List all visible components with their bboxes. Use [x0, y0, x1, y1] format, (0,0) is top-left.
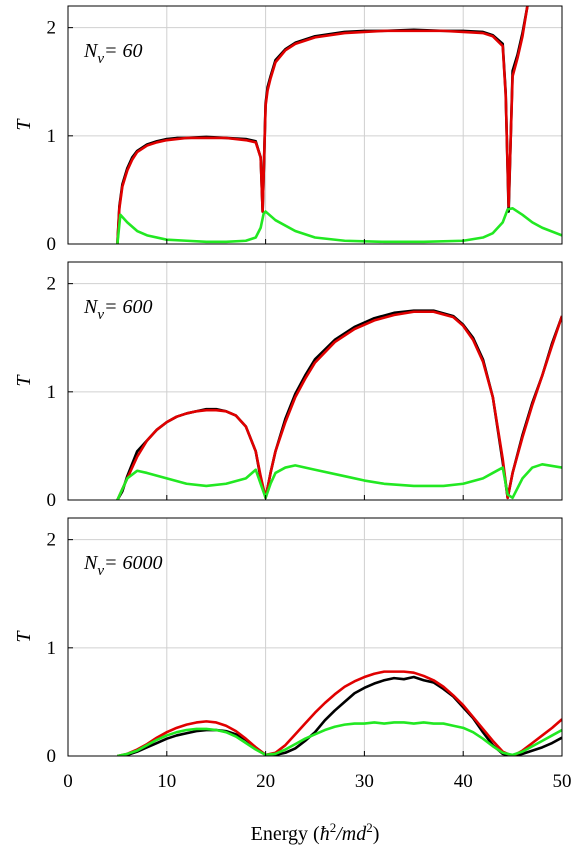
y-axis-label: T [13, 118, 35, 131]
plot-frame [67, 261, 563, 501]
x-tick-label: 20 [256, 771, 275, 792]
y-tick-label: 1 [47, 126, 57, 147]
y-tick-label: 2 [47, 18, 57, 39]
panel-label: Nv= 6000 [83, 552, 163, 579]
series-line-green [117, 721, 562, 756]
series-line-green [116, 463, 562, 500]
x-tick-label: 0 [63, 771, 73, 792]
x-tick-label: 10 [157, 771, 176, 792]
y-tick-label: 2 [47, 530, 57, 551]
y-tick-label: 1 [47, 638, 57, 659]
y-axis-label: T [13, 630, 35, 643]
x-tick-label: 40 [454, 771, 473, 792]
y-tick-label: 0 [47, 746, 57, 767]
x-axis-label: Energy (ħ2/md2) [251, 820, 380, 845]
y-tick-label: 1 [47, 382, 57, 403]
series-line-black [117, 675, 562, 756]
x-tick-label: 30 [355, 771, 374, 792]
x-tick-label: 50 [553, 771, 572, 792]
panel-label: Nv= 60 [83, 40, 143, 67]
y-axis-label: T [13, 374, 35, 387]
series-line-red [116, 310, 562, 500]
panel-2: 0 1 2 T Nv= 600 [13, 261, 563, 511]
y-tick-label: 2 [47, 274, 57, 295]
panel-1: 0 1 2 T Nv= 60 [13, 5, 563, 255]
plot-frame [67, 5, 563, 245]
y-tick-label: 0 [47, 234, 57, 255]
y-tick-label: 0 [47, 490, 57, 511]
series-line-red [116, 6, 529, 244]
plot-frame [67, 517, 563, 757]
series-line-green [116, 207, 562, 244]
series-line-red [117, 670, 562, 756]
panel-label: Nv= 600 [83, 296, 153, 323]
series-line-black [116, 6, 529, 244]
